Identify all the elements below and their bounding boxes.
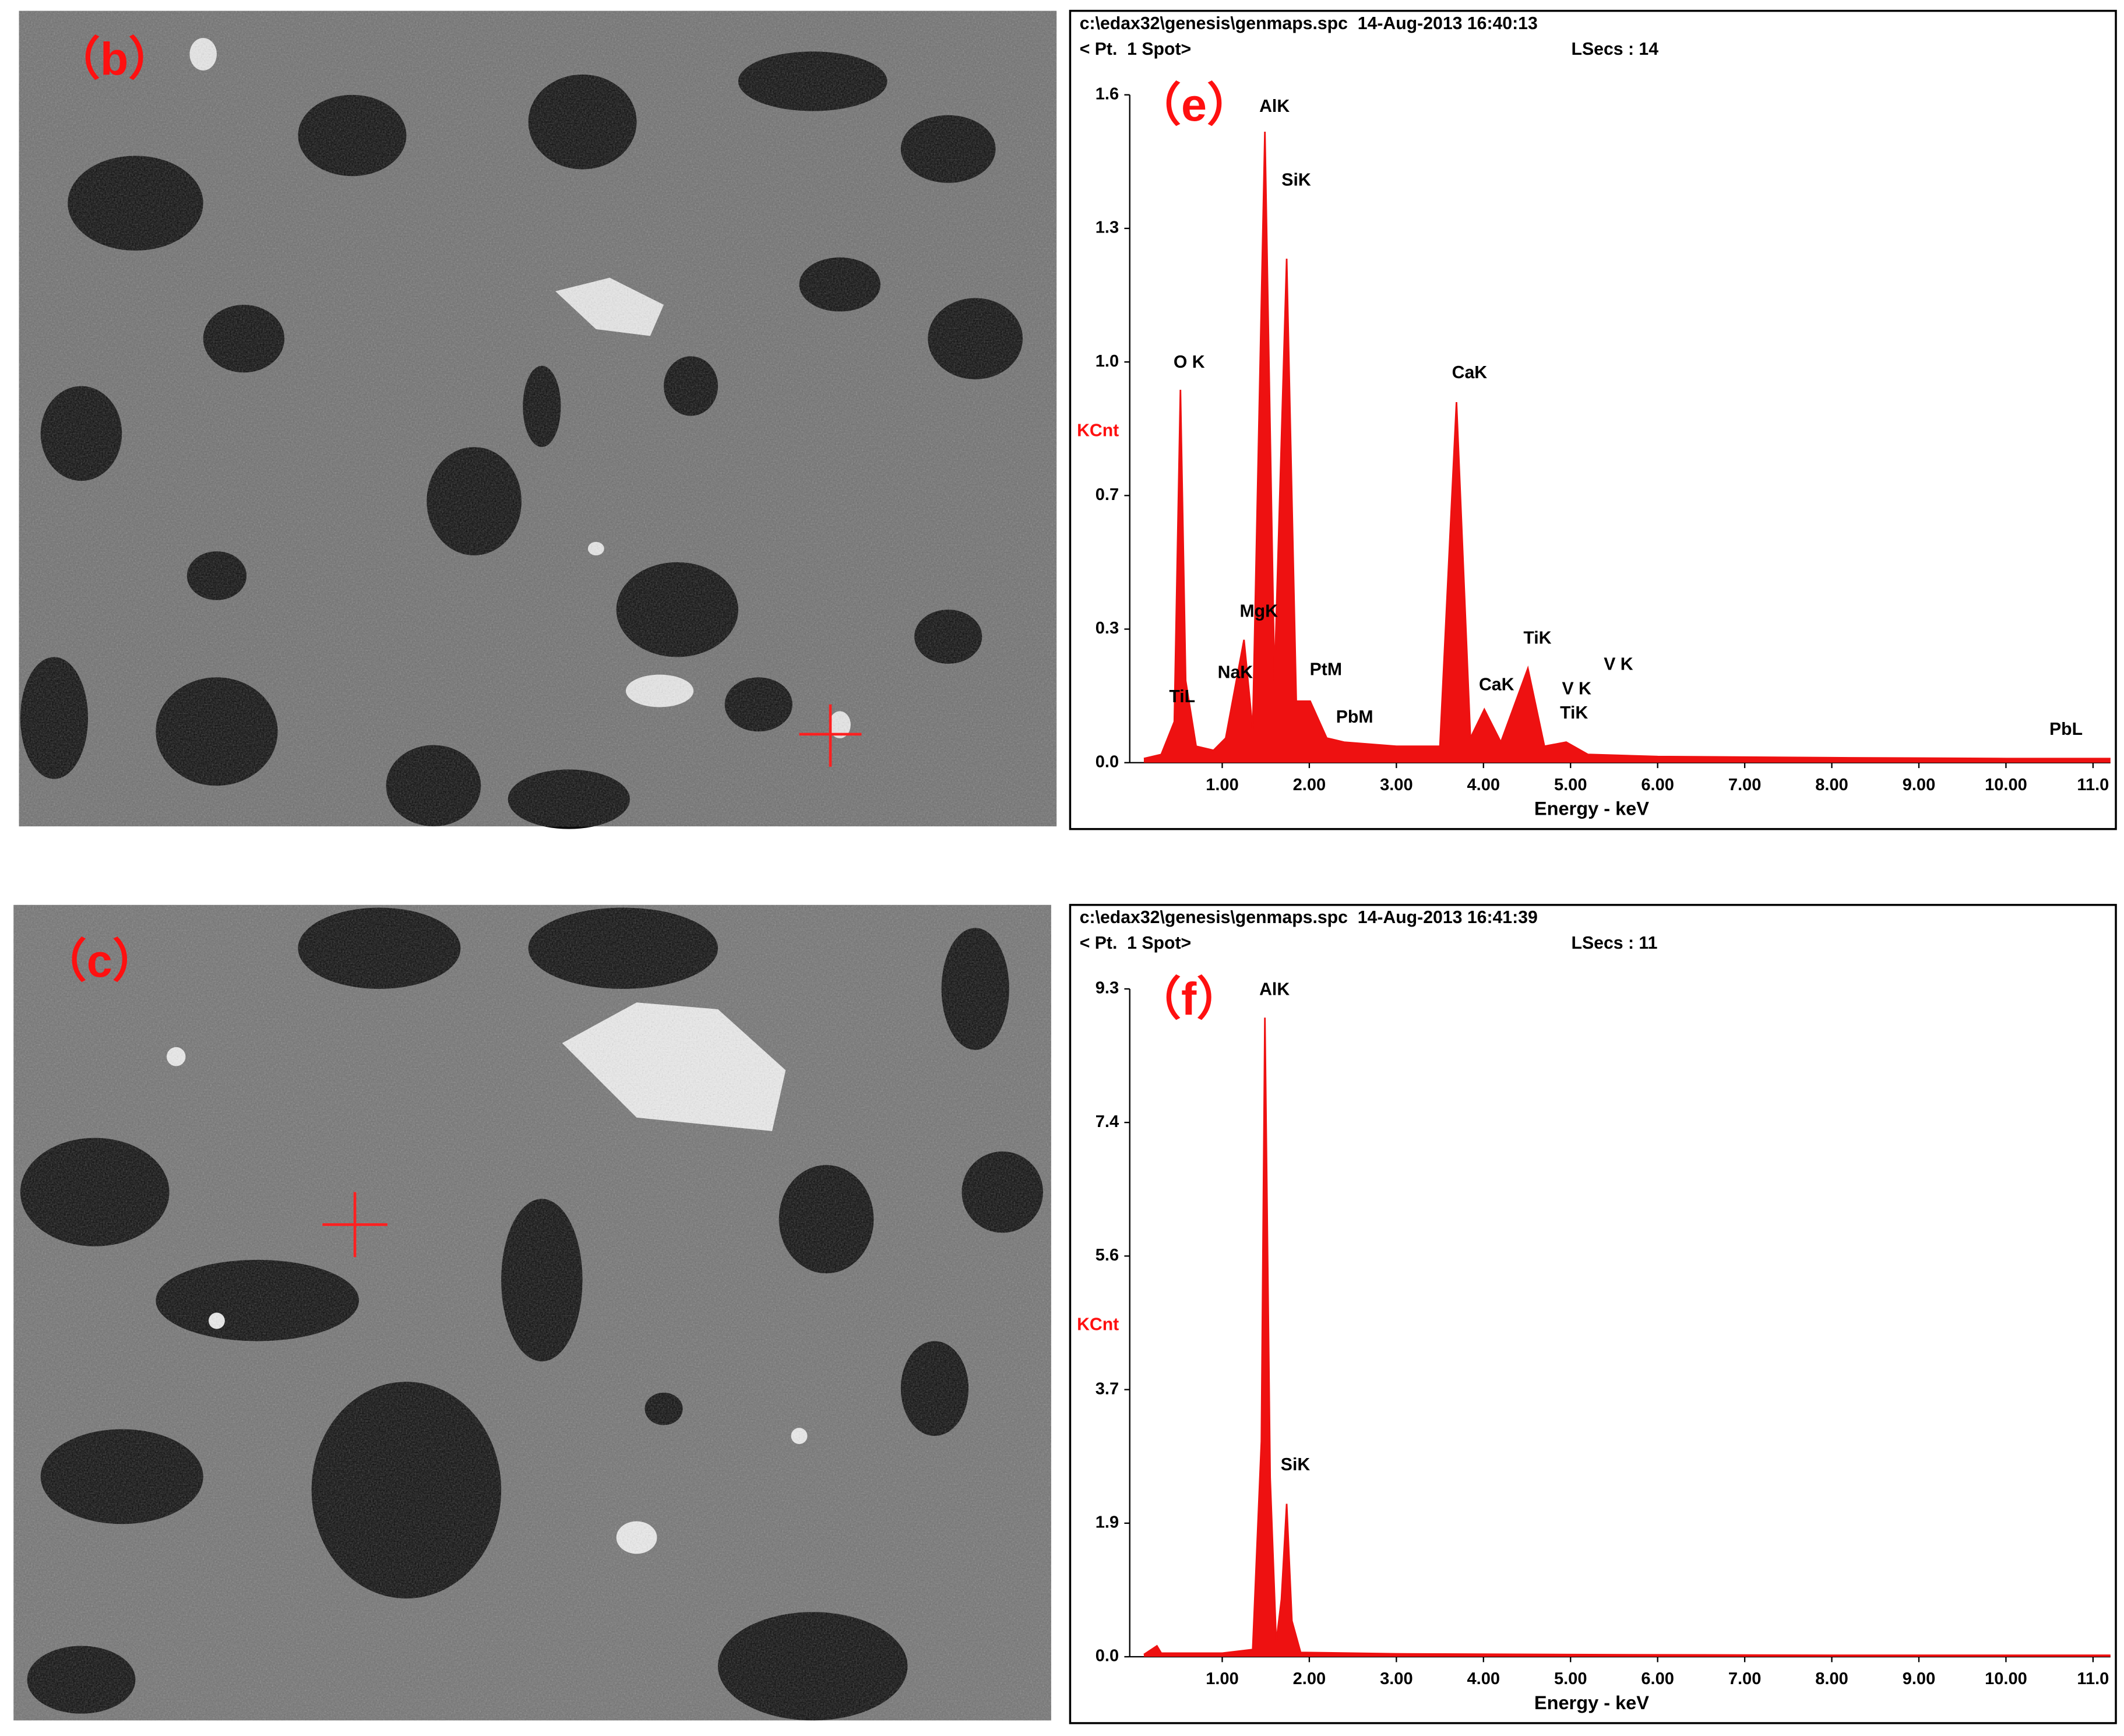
peak-label: NaK (1218, 663, 1253, 682)
spectrum-line (1143, 1017, 2111, 1656)
y-axis-label: KCnt (1077, 1315, 1119, 1334)
panel-label: （b） (54, 33, 174, 84)
peak-label: TiK (1523, 628, 1551, 647)
peak-label: MgK (1239, 602, 1278, 621)
x-tick-label: 3.00 (1380, 776, 1413, 794)
x-axis-label: Energy - keV (1534, 1692, 1649, 1713)
peak-label: PbL (2049, 720, 2083, 739)
chart-frame (1069, 9, 2117, 830)
header-text: < Pt. 1 Spot> (1080, 934, 1191, 953)
x-tick-label: 1.00 (1206, 776, 1239, 794)
x-tick-label: 2.00 (1293, 776, 1326, 794)
sem-image (19, 10, 1057, 829)
peak-label: SiK (1281, 1455, 1311, 1474)
sem-image (13, 904, 1051, 1721)
x-tick-label: 1.00 (1206, 1670, 1239, 1688)
x-tick-label: 10.00 (1985, 776, 2027, 794)
peak-label: V K (1562, 679, 1592, 699)
x-tick-label: 8.00 (1815, 776, 1848, 794)
x-tick-label: 11.0 (2077, 776, 2109, 794)
x-tick-label: 5.00 (1554, 1670, 1587, 1688)
x-tick-label: 2.00 (1293, 1670, 1326, 1688)
y-tick-label: 9.3 (1096, 979, 1119, 998)
header-text: LSecs : 14 (1572, 40, 1659, 59)
header-text: < Pt. 1 Spot> (1080, 40, 1191, 59)
y-tick-label: 0.7 (1096, 485, 1119, 504)
x-tick-label: 3.00 (1380, 1670, 1413, 1688)
peak-label: TiK (1560, 703, 1588, 723)
peak-label: CaK (1479, 675, 1514, 695)
x-tick-label: 8.00 (1815, 1670, 1848, 1688)
y-tick-label: 1.9 (1096, 1513, 1119, 1531)
x-tick-label: 9.00 (1903, 776, 1936, 794)
x-tick-label: 7.00 (1728, 1670, 1762, 1688)
header-text: LSecs : 11 (1572, 934, 1658, 953)
header-text: c:\edax32\genesis\genmaps.spc 14-Aug-201… (1080, 908, 1538, 927)
header-text: c:\edax32\genesis\genmaps.spc 14-Aug-201… (1080, 14, 1538, 33)
x-tick-label: 10.00 (1985, 1670, 2027, 1688)
peak-label: O K (1174, 353, 1205, 372)
x-tick-label: 4.00 (1467, 776, 1500, 794)
x-axis-label: Energy - keV (1534, 798, 1649, 819)
y-tick-label: 0.0 (1096, 1647, 1119, 1665)
y-tick-label: 0.3 (1096, 619, 1119, 638)
peak-label: CaK (1452, 363, 1488, 382)
x-tick-label: 5.00 (1554, 776, 1587, 794)
x-tick-label: 6.00 (1641, 1670, 1674, 1688)
y-tick-label: 1.6 (1096, 84, 1119, 103)
y-tick-label: 1.3 (1096, 219, 1119, 237)
panel-label: （f） (1135, 973, 1242, 1024)
peak-label: PtM (1310, 660, 1342, 679)
y-tick-label: 7.4 (1096, 1112, 1119, 1131)
peak-label: TiL (1169, 687, 1195, 706)
y-tick-label: 0.0 (1096, 752, 1119, 771)
x-tick-label: 4.00 (1467, 1670, 1500, 1688)
y-tick-label: 3.7 (1096, 1379, 1119, 1398)
y-tick-label: 5.6 (1096, 1246, 1119, 1265)
x-tick-label: 6.00 (1641, 776, 1674, 794)
chart-frame (1069, 904, 2117, 1724)
peak-label: V K (1604, 654, 1633, 674)
x-tick-label: 7.00 (1728, 776, 1762, 794)
x-tick-label: 11.0 (2077, 1670, 2109, 1688)
y-axis-label: KCnt (1077, 421, 1119, 440)
spectrum-line (1143, 131, 2111, 760)
peak-label: PbM (1336, 707, 1373, 727)
y-tick-label: 1.0 (1096, 352, 1119, 371)
panel-label: （e） (1135, 79, 1253, 131)
peak-label: AlK (1259, 980, 1290, 999)
spectrum-fill (1143, 132, 2111, 763)
peak-label: AlK (1259, 97, 1290, 116)
panel-label: （c） (41, 935, 158, 987)
peak-label: SiK (1281, 170, 1311, 189)
x-tick-label: 9.00 (1903, 1670, 1936, 1688)
